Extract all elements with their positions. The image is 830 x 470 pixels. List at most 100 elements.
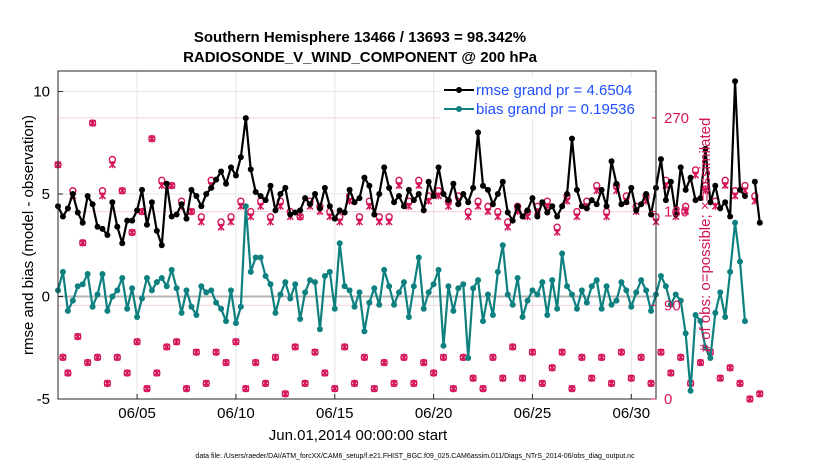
obs-assimilated-point (296, 213, 304, 221)
rmse-point (509, 217, 516, 224)
bias-point (262, 273, 269, 279)
x-axis-label: Jun.01,2014 00:00:00 start (269, 427, 448, 444)
footer-data-file: data file: /Users/raeder/DAI/ATM_forcXX/… (195, 453, 635, 460)
rmse-point (687, 174, 694, 181)
rmse-point (336, 207, 343, 214)
rmse-point (588, 197, 595, 204)
bias-point (568, 291, 575, 298)
obs-assimilated-point (479, 385, 487, 393)
bias-point (198, 283, 205, 290)
rmse-point (613, 180, 620, 187)
bias-point (484, 291, 491, 298)
rmse-point (677, 164, 684, 171)
obs-assimilated-point (202, 379, 210, 387)
rmse-point (430, 193, 437, 200)
bias-point (376, 301, 383, 308)
rmse-point (351, 199, 358, 206)
rmse-point (568, 135, 575, 142)
bias-point (247, 268, 254, 275)
bias-point (598, 305, 605, 312)
obs-assimilated-point (573, 213, 581, 221)
bias-point (677, 297, 684, 304)
obs-assimilated-point (153, 369, 161, 377)
rmse-point (193, 193, 200, 200)
bias-point (603, 283, 610, 290)
bias-point (519, 314, 526, 320)
bias-point (193, 311, 200, 318)
bias-point (638, 277, 645, 284)
rmse-point (119, 240, 126, 247)
obs-assimilated-point (736, 379, 744, 387)
legend-bias-marker (456, 106, 462, 112)
obs-assimilated-point (588, 374, 596, 382)
obs-assimilated-point (756, 390, 764, 398)
rmse-point (578, 203, 585, 210)
rmse-point (178, 201, 185, 208)
rmse-point (633, 207, 640, 214)
obs-assimilated-point (252, 359, 260, 367)
bias-point (440, 342, 447, 349)
obs-assimilated-point (370, 385, 378, 393)
bias-point (208, 287, 215, 294)
bias-point (737, 258, 744, 265)
plot-area (58, 71, 656, 399)
obs-assimilated-point (603, 213, 611, 221)
obs-assimilated-point (212, 348, 220, 356)
bias-point (89, 303, 96, 310)
bias-point (593, 277, 600, 284)
y-right-tick-label: 90 (664, 297, 681, 314)
rmse-point (74, 209, 81, 216)
rmse-point (223, 180, 230, 187)
obs-assimilated-point (721, 182, 729, 190)
bias-point (489, 311, 496, 318)
rmse-point (519, 213, 526, 220)
rmse-point (420, 207, 427, 214)
rmse-point (292, 209, 299, 216)
obs-layer (54, 119, 764, 403)
rmse-point (316, 205, 323, 212)
rmse-point (282, 184, 289, 191)
rmse-point (737, 186, 744, 193)
bias-point (297, 316, 304, 323)
bias-point (628, 303, 635, 310)
bias-point (109, 293, 116, 300)
obs-assimilated-point (548, 364, 556, 372)
y-tick-label: -5 (37, 391, 50, 408)
obs-assimilated-point (118, 187, 126, 195)
obs-assimilated-point (301, 379, 309, 387)
rmse-point (386, 184, 393, 191)
bias-point (391, 301, 398, 308)
y-axis-right-ticks: 0 90 180 270 (651, 110, 689, 408)
rmse-point (727, 213, 734, 220)
obs-assimilated-point (281, 390, 289, 398)
rmse-point (89, 201, 96, 208)
bias-point (188, 303, 195, 310)
bias-point (623, 287, 630, 294)
y-right-tick-label: 180 (664, 204, 689, 221)
rmse-point (702, 145, 709, 152)
obs-assimilated-point (311, 348, 319, 356)
rmse-point (717, 205, 724, 212)
x-tick-label: 06/20 (415, 405, 453, 422)
bias-point (346, 287, 353, 294)
rmse-point (603, 203, 610, 210)
y-tick-label: 5 (42, 186, 50, 203)
bias-point (316, 326, 323, 333)
chart-subtitle: RADIOSONDE_V_WIND_COMPONENT @ 200 hPa (183, 49, 538, 66)
rmse-point (218, 168, 225, 175)
bias-point (524, 297, 531, 304)
bias-point (613, 297, 620, 304)
bias-point (203, 289, 210, 296)
bias-point (722, 314, 729, 320)
rmse-point (361, 174, 368, 181)
bias-point (84, 270, 91, 277)
bias-point (643, 287, 650, 294)
rmse-point (84, 193, 91, 200)
obs-assimilated-point (430, 369, 438, 377)
obs-assimilated-point (291, 343, 299, 351)
bias-point (173, 285, 180, 292)
obs-assimilated-point (182, 385, 191, 393)
obs-assimilated-point (593, 187, 601, 195)
rmse-point (124, 217, 131, 224)
obs-assimilated-point (553, 228, 561, 236)
